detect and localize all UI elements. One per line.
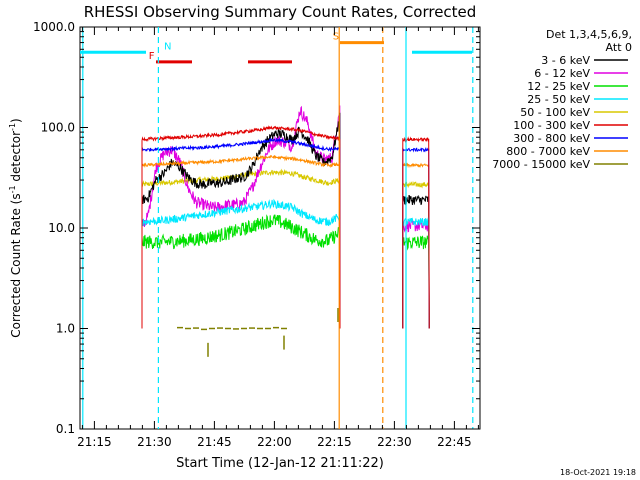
- legend-label-800-7000-kev: 800 - 7000 keV: [506, 145, 590, 158]
- y-axis-label: Corrected Count Rate (s-1 detector-1): [8, 118, 23, 337]
- series-12-25-kev: [141, 214, 430, 329]
- x-tick-label: 22:45: [437, 435, 472, 449]
- plot-area: [79, 26, 481, 430]
- y-tick-label: 100.0: [41, 121, 75, 135]
- y-axis: 0.1 1.0 10.0 100.0 1000.0: [33, 20, 480, 436]
- legend-label-12-25-kev: 12 - 25 keV: [527, 80, 590, 93]
- series-layer: [141, 105, 430, 357]
- flag-n-label: N: [164, 41, 171, 52]
- vline-layer: [82, 27, 474, 429]
- x-tick-label: 22:30: [377, 435, 412, 449]
- x-tick-label: 22:00: [257, 435, 292, 449]
- series-3-6-kev: [141, 112, 430, 329]
- y-tick-label: 1000.0: [33, 20, 75, 34]
- series-800-7000-kev: [141, 154, 430, 329]
- x-tick-label: 21:45: [197, 435, 232, 449]
- y-tick-label: 0.1: [56, 422, 75, 436]
- series-25-50-kev: [141, 198, 430, 329]
- legend-label-100-300-kev: 100 - 300 keV: [513, 119, 590, 132]
- legend-label-300-800-kev: 300 - 800 keV: [513, 132, 590, 145]
- y-tick-label: 1.0: [56, 322, 75, 336]
- series-300-800-kev: [141, 137, 430, 329]
- flag-f-label: F: [149, 51, 155, 62]
- legend-label-7000-15000-kev: 7000 - 15000 keV: [492, 158, 590, 171]
- plot-frame: [79, 26, 481, 430]
- legend-header-attenuator: Att 0: [606, 41, 632, 54]
- x-axis: 21:15 21:30 21:45 22:00 22:15 22:30 22:45: [77, 27, 479, 449]
- legend-label-50-100-kev: 50 - 100 keV: [520, 106, 590, 119]
- series-100-300-kev: [141, 125, 430, 329]
- timestamp: 18-Oct-2021 19:18: [560, 468, 636, 477]
- chart-title: RHESSI Observing Summary Count Rates, Co…: [84, 3, 477, 21]
- series-50-100-kev: [141, 168, 430, 329]
- y-tick-label: 10.0: [48, 221, 75, 235]
- x-tick-label: 21:30: [137, 435, 172, 449]
- flags-layer: NF S: [80, 32, 472, 64]
- legend-label-3-6-kev: 3 - 6 keV: [541, 54, 590, 67]
- x-axis-label: Start Time (12-Jan-12 21:11:22): [176, 456, 384, 471]
- legend-label-6-12-kev: 6 - 12 keV: [534, 67, 590, 80]
- x-tick-label: 21:15: [77, 435, 112, 449]
- x-tick-label: 22:15: [317, 435, 352, 449]
- flag-s-label: S: [333, 32, 339, 43]
- legend-label-25-50-kev: 25 - 50 keV: [527, 93, 590, 106]
- legend-header-detectors: Det 1,3,4,5,6,9,: [546, 28, 632, 41]
